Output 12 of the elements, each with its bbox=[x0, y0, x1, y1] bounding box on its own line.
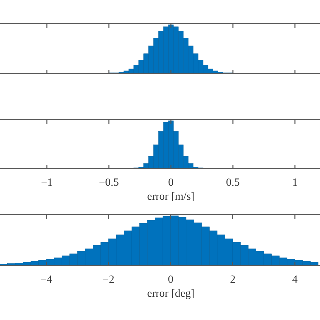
x-tick-label: −2 bbox=[102, 274, 115, 286]
x-tick-label: 1 bbox=[292, 176, 298, 189]
x-axis-title: error [m/s] bbox=[147, 191, 195, 203]
x-tick-label: 2 bbox=[230, 274, 236, 286]
x-tick-label: −0.5 bbox=[99, 176, 120, 189]
x-tick-label: 0 bbox=[168, 274, 174, 286]
x-tick-label: −1 bbox=[41, 176, 53, 189]
x-axis-title: error [deg] bbox=[147, 288, 195, 300]
x-tick-label: −4 bbox=[40, 274, 53, 286]
x-tick-label: 0.5 bbox=[226, 176, 241, 189]
x-tick-label: 0 bbox=[168, 176, 174, 189]
x-tick-label: 4 bbox=[292, 274, 298, 286]
